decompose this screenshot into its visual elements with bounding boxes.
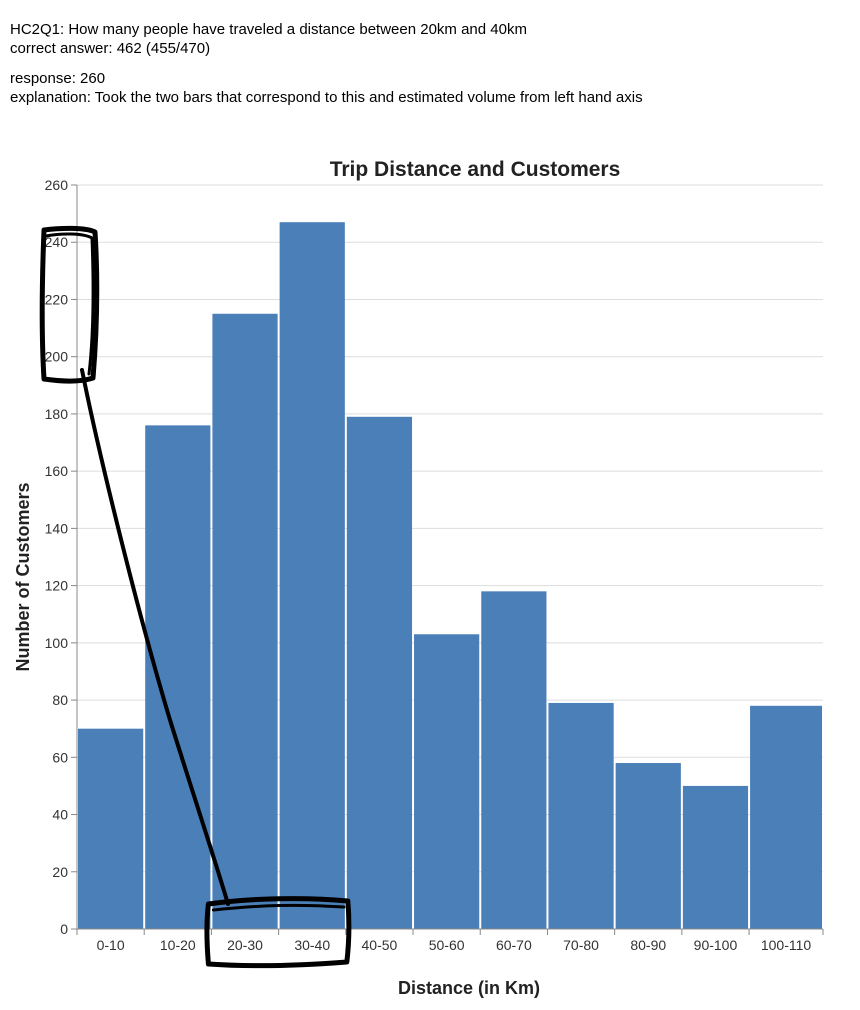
y-tick-label: 200	[45, 349, 69, 365]
y-tick-label: 80	[52, 692, 68, 708]
bar	[548, 702, 614, 929]
x-tick-label: 20-30	[227, 937, 263, 953]
y-axis-label: Number of Customers	[13, 482, 33, 671]
annotation-connector-line	[80, 368, 230, 906]
annotation-x-axis-box	[204, 896, 352, 969]
x-tick-label: 30-40	[294, 937, 330, 953]
y-tick-label: 20	[52, 864, 68, 880]
y-tick-label: 260	[45, 177, 69, 193]
y-tick-label: 0	[60, 921, 68, 937]
annotation-y-axis-box	[39, 225, 100, 384]
chart-title: Trip Distance and Customers	[330, 158, 621, 181]
handwritten-annotations	[39, 225, 352, 969]
bar	[750, 705, 822, 929]
question-text: HC2Q1: How many people have traveled a d…	[10, 21, 527, 38]
bar	[615, 763, 681, 929]
x-tick-label: 0-10	[97, 937, 125, 953]
bar	[145, 425, 211, 929]
x-tick-label: 100-110	[761, 937, 812, 953]
bar	[346, 416, 413, 929]
y-tick-label: 180	[45, 406, 69, 422]
response-text: response: 260	[10, 70, 106, 87]
y-tick-label: 140	[45, 520, 69, 536]
x-tick-label: 90-100	[694, 937, 738, 953]
x-tick-label: 10-20	[160, 937, 196, 953]
bar	[481, 591, 547, 929]
axes-group: 0 20 40 60 80 100 120 140 160 180 200 220 240 260 0-10…	[45, 177, 824, 953]
explanation-text: explanation: Took the two bars that corr…	[10, 89, 643, 106]
x-tick-label: 80-90	[630, 937, 666, 953]
bar	[414, 634, 480, 929]
y-tick-label: 40	[52, 807, 68, 823]
y-tick-label: 220	[45, 291, 69, 307]
y-tick-label: 60	[52, 749, 68, 765]
x-tick-label: 70-80	[563, 937, 599, 953]
bar	[78, 728, 144, 929]
x-tick-label: 40-50	[362, 937, 398, 953]
question-header: HC2Q1: How many people have traveled a d…	[10, 20, 850, 107]
bar	[682, 785, 749, 929]
bar	[212, 313, 278, 929]
y-tick-label: 100	[45, 635, 69, 651]
annotation-x-axis-box-overstroke	[211, 903, 346, 912]
y-tick-label: 240	[45, 234, 69, 250]
bar	[279, 222, 345, 929]
x-tick-label: 60-70	[496, 937, 532, 953]
annotation-y-axis-box-overstroke	[44, 232, 95, 376]
correct-answer-text: correct answer: 462 (455/470)	[10, 40, 211, 57]
y-tick-label: 120	[45, 578, 69, 594]
x-tick-label: 50-60	[429, 937, 465, 953]
y-tick-label: 160	[45, 463, 69, 479]
x-axis-label: Distance (in Km)	[398, 978, 540, 998]
bars-group	[78, 222, 822, 929]
